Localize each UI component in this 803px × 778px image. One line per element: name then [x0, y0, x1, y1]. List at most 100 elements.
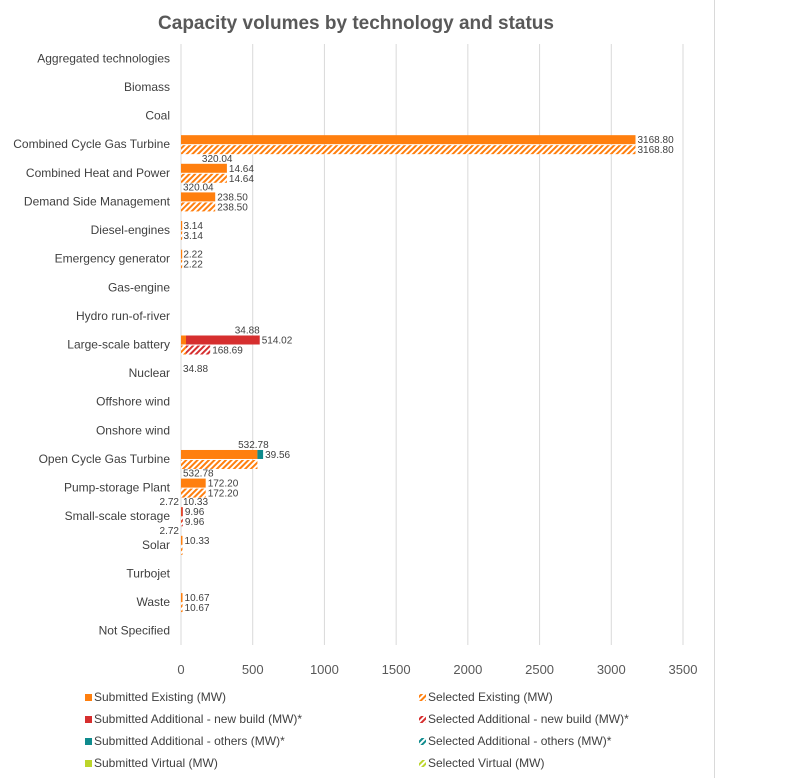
- bar-selected-series-4: [181, 202, 216, 212]
- data-label: 14.64: [229, 174, 254, 185]
- x-tick-label: 2000: [453, 662, 482, 677]
- bar-submitted-series-0: [181, 249, 183, 259]
- bar-submitted-series-1: [181, 507, 183, 517]
- bar-submitted-series-1: [186, 335, 260, 345]
- data-label: 3.14: [183, 231, 203, 242]
- legend-label: Submitted Existing (MW): [94, 690, 226, 704]
- data-label: 39.56: [265, 450, 290, 461]
- data-label: 34.88: [235, 326, 260, 337]
- x-tick-label: 2500: [525, 662, 554, 677]
- x-tick-label: 0: [177, 662, 184, 677]
- bar-submitted-series-2: [257, 449, 264, 459]
- category-label: Onshore wind: [96, 423, 170, 437]
- data-label: 9.96: [185, 507, 205, 518]
- category-label: Emergency generator: [55, 252, 170, 266]
- data-label: 3168.80: [637, 135, 674, 146]
- data-label: 14.64: [229, 164, 254, 175]
- legend-swatch: [419, 694, 426, 701]
- data-label: 3168.80: [637, 145, 674, 156]
- category-label: Turbojet: [126, 566, 170, 580]
- category-label: Aggregated technologies: [37, 51, 170, 65]
- legend-label: Submitted Additional - others (MW)*: [94, 734, 285, 748]
- bar-selected-series-4: [181, 603, 183, 613]
- legend-swatch: [419, 738, 426, 745]
- category-label: Pump-storage Plant: [64, 481, 171, 495]
- category-labels: Aggregated technologies Biomass Coal Combin…: [13, 51, 170, 637]
- bar-selected-series-4: [181, 259, 183, 269]
- data-label: 2.72: [160, 497, 180, 508]
- data-label: 9.96: [185, 517, 205, 528]
- bar-selected-series-5: [181, 517, 183, 527]
- data-labels: 3168.803168.80320.0414.6414.64320.04238.…: [160, 135, 675, 614]
- category-label: Nuclear: [129, 366, 170, 380]
- data-label: 10.33: [183, 497, 208, 508]
- bar-selected-series-4: [181, 545, 183, 555]
- data-label: 320.04: [183, 182, 214, 193]
- panel-divider: [714, 0, 715, 778]
- chart-title: Capacity volumes by technology and statu…: [158, 13, 554, 34]
- data-label: 320.04: [202, 154, 233, 165]
- bar-submitted-series-0: [181, 192, 216, 202]
- x-tick-label: 1000: [310, 662, 339, 677]
- category-label: Open Cycle Gas Turbine: [39, 452, 171, 466]
- data-label: 238.50: [217, 192, 248, 203]
- category-label: Hydro run-of-river: [76, 309, 170, 323]
- x-axis-ticks: 0 500 1000 1500 2000 2500 3000 3500: [177, 662, 697, 677]
- data-label: 3.14: [183, 221, 203, 232]
- legend-label: Submitted Additional - new build (MW)*: [94, 712, 302, 726]
- bar-submitted-series-0: [181, 335, 187, 345]
- bar-submitted-series-0: [181, 135, 636, 145]
- category-label: Demand Side Management: [24, 194, 171, 208]
- category-label: Combined Heat and Power: [26, 166, 170, 180]
- category-label: Combined Cycle Gas Turbine: [13, 137, 170, 151]
- data-label: 2.22: [183, 260, 203, 271]
- x-tick-label: 3000: [597, 662, 626, 677]
- category-label: Small-scale storage: [65, 509, 171, 523]
- legend-swatch: [85, 760, 92, 767]
- category-label: Gas-engine: [108, 280, 170, 294]
- bar-selected-series-4: [181, 345, 187, 355]
- legend-label: Selected Existing (MW): [428, 690, 553, 704]
- legend-label: Selected Additional - new build (MW)*: [428, 712, 629, 726]
- data-label: 10.67: [185, 593, 210, 604]
- legend-swatch: [85, 694, 92, 701]
- category-label: Solar: [142, 538, 170, 552]
- legend: Submitted Existing (MW) Selected Existing…: [85, 690, 629, 770]
- data-label: 10.33: [184, 536, 209, 547]
- data-label: 2.72: [160, 526, 180, 537]
- legend-label: Submitted Virtual (MW): [94, 756, 218, 770]
- bar-selected-series-4: [181, 145, 636, 155]
- legend-swatch: [85, 738, 92, 745]
- bar-selected-series-4: [181, 231, 183, 241]
- category-label: Diesel-engines: [91, 223, 170, 237]
- data-label: 172.20: [208, 479, 239, 490]
- data-label: 2.22: [183, 250, 203, 261]
- category-label: Waste: [136, 595, 170, 609]
- x-tick-label: 1500: [382, 662, 411, 677]
- legend-swatch: [85, 716, 92, 723]
- data-label: 172.20: [208, 489, 239, 500]
- category-label: Offshore wind: [96, 395, 170, 409]
- category-label: Not Specified: [99, 624, 170, 638]
- bar-submitted-series-0: [181, 593, 183, 603]
- bar-selected-series-4: [181, 459, 258, 469]
- legend-label: Selected Additional - others (MW)*: [428, 734, 612, 748]
- bar-submitted-series-0: [181, 449, 258, 459]
- x-tick-label: 500: [242, 662, 264, 677]
- bar-selected-series-4: [181, 488, 206, 498]
- category-label: Large-scale battery: [67, 338, 170, 352]
- data-label: 168.69: [212, 346, 243, 357]
- data-label: 10.67: [185, 603, 210, 614]
- data-label: 34.88: [183, 364, 208, 375]
- bar-submitted-series-0: [181, 478, 206, 488]
- bar-selected-series-4: [181, 173, 227, 183]
- bars: [181, 135, 636, 613]
- data-label: 238.50: [217, 202, 248, 213]
- data-label: 532.78: [238, 440, 269, 451]
- bar-submitted-series-0: [181, 163, 227, 173]
- category-label: Biomass: [124, 80, 170, 94]
- legend-swatch: [419, 716, 426, 723]
- bar-submitted-series-0: [181, 535, 183, 545]
- data-label: 514.02: [262, 336, 293, 347]
